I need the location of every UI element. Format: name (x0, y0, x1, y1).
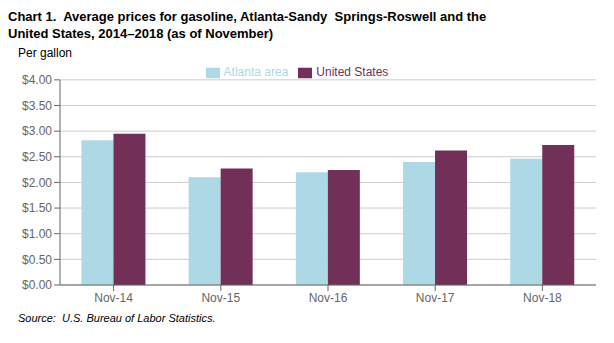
svg-text:$3.50: $3.50 (22, 99, 52, 113)
html-text:Chart 1. Average prices for ga: Chart 1. Average prices for gasoline, At… (8, 9, 487, 24)
svg-text:$2.00: $2.00 (22, 176, 52, 190)
svg-text:$1.50: $1.50 (22, 201, 52, 215)
html-text:Source: U.S. Bureau of Labor S: Source: U.S. Bureau of Labor Statistics. (18, 312, 216, 324)
svg-text:$0.00: $0.00 (22, 278, 52, 292)
svg-text:$0.50: $0.50 (22, 253, 52, 267)
svg-text:Nov-18: Nov-18 (523, 291, 562, 305)
svg-text:$4.00: $4.00 (22, 73, 52, 87)
svg-text:Nov-14: Nov-14 (94, 291, 133, 305)
html-text:United States, 2014–2018 (as o: United States, 2014–2018 (as of November… (8, 26, 274, 41)
html-text:Atlanta area: Atlanta area (223, 65, 289, 79)
svg-text:Nov-15: Nov-15 (201, 291, 240, 305)
svg-text:Nov-17: Nov-17 (416, 291, 455, 305)
html-text:United States: United States (316, 65, 389, 79)
svg-text:$3.00: $3.00 (22, 124, 52, 138)
html-text:Per gallon: Per gallon (18, 46, 72, 60)
svg-text:Nov-16: Nov-16 (309, 291, 348, 305)
svg-text:$1.00: $1.00 (22, 227, 52, 241)
svg-text:$2.50: $2.50 (22, 150, 52, 164)
